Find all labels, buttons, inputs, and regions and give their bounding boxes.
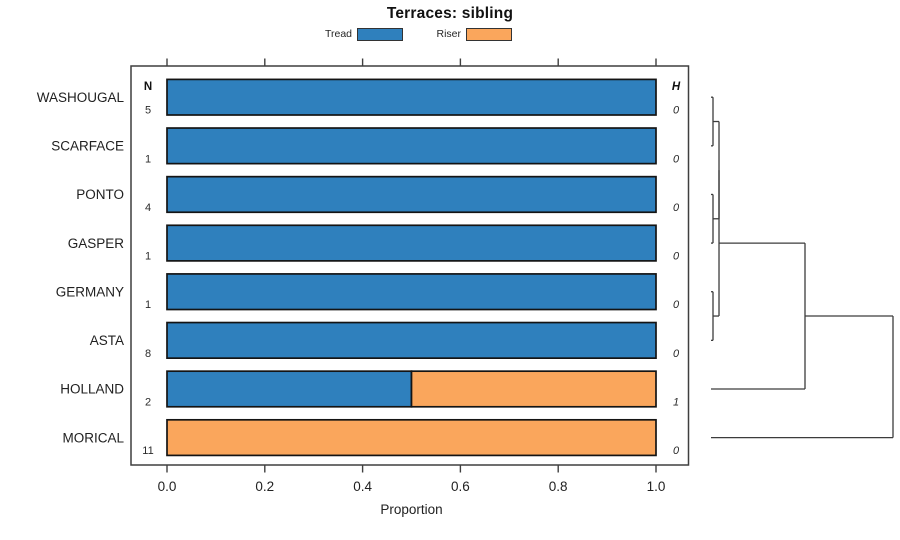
legend-swatch-tread — [357, 27, 403, 41]
plot-frame — [130, 65, 690, 466]
x-axis-tick-label: 0.4 — [353, 479, 372, 494]
row-label-scarface: SCARFACE — [51, 139, 124, 154]
h-value: 0 — [673, 299, 680, 311]
h-value: 0 — [673, 153, 680, 165]
x-axis-tick-label: 1.0 — [647, 479, 666, 494]
n-value: 4 — [145, 202, 151, 214]
n-value: 11 — [142, 445, 153, 457]
legend-swatch-riser — [466, 27, 512, 41]
bar-segment-tread-gasper — [166, 224, 657, 262]
h-value: 0 — [673, 348, 680, 360]
x-axis-tick-label: 0.6 — [451, 479, 470, 494]
h-value: 0 — [673, 105, 680, 117]
bar-segment-tread-holland — [166, 370, 413, 408]
h-value: 0 — [673, 251, 680, 263]
bar-segment-riser-morical — [166, 418, 657, 457]
n-value: 1 — [145, 251, 151, 263]
row-label-washougal: WASHOUGAL — [37, 90, 125, 105]
n-value: 1 — [145, 153, 151, 165]
n-value: 1 — [145, 299, 151, 311]
bar-segment-tread-asta — [166, 321, 657, 359]
n-value: 8 — [145, 348, 151, 360]
row-label-asta: ASTA — [90, 333, 124, 348]
chart-title: Terraces: sibling — [386, 5, 514, 22]
legend-label-tread: Tread — [324, 28, 352, 40]
n-value: 5 — [145, 105, 151, 117]
bar-segment-tread-ponto — [166, 175, 657, 214]
h-value: 1 — [673, 396, 679, 408]
legend: Tread Riser — [252, 26, 512, 42]
legend-label-riser: Riser — [436, 28, 461, 40]
bar-segment-tread-germany — [166, 273, 657, 311]
x-axis-tick-label: 0.0 — [158, 479, 177, 494]
h-value: 0 — [673, 202, 680, 214]
bar-segment-riser-holland — [410, 370, 657, 408]
n-column-header: N — [144, 81, 152, 93]
n-value: 2 — [145, 396, 151, 408]
row-label-gasper: GASPER — [68, 236, 125, 251]
x-axis-label: Proportion — [380, 502, 442, 517]
bar-segment-tread-washougal — [166, 78, 657, 116]
bar-segment-tread-scarface — [166, 127, 657, 165]
x-axis-tick-label: 0.2 — [255, 479, 274, 494]
h-column-header: H — [672, 81, 681, 93]
h-value: 0 — [673, 445, 680, 457]
row-label-germany: GERMANY — [56, 284, 124, 299]
row-label-holland: HOLLAND — [60, 382, 124, 397]
row-label-ponto: PONTO — [76, 187, 124, 202]
x-axis-tick-label: 0.8 — [549, 479, 568, 494]
row-label-morical: MORICAL — [62, 430, 124, 445]
